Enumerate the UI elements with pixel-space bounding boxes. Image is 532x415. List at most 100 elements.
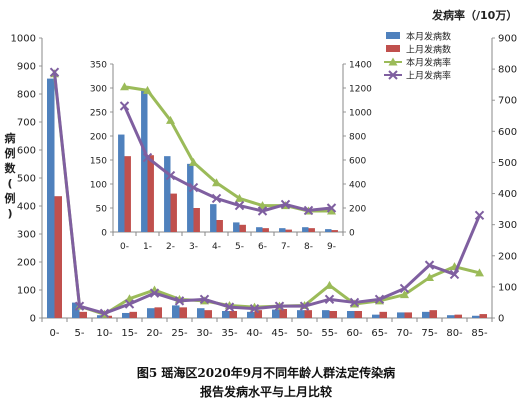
main-bar-this-month-count xyxy=(472,315,480,318)
inset-bar-last-month-count xyxy=(285,229,292,232)
y-axis-title-char: ) xyxy=(7,207,12,220)
main-y2-tick-label: 0 xyxy=(498,314,504,325)
main-x-tick-label: 20- xyxy=(146,328,163,339)
main-bar-this-month-count xyxy=(447,315,455,318)
main-point-last-month-rate xyxy=(324,294,335,305)
main-bar-this-month-count xyxy=(197,308,205,318)
inset-point-this-month-rate xyxy=(258,201,267,210)
main-x-tick-label: 15- xyxy=(121,328,138,339)
inset-point-this-month-rate xyxy=(120,82,129,91)
main-y-tick-label: 1000 xyxy=(11,34,36,45)
main-y2-tick-label: 300 xyxy=(498,220,517,231)
main-bar-last-month-count xyxy=(179,307,187,318)
main-point-this-month-rate xyxy=(125,294,134,303)
inset-point-last-month-rate xyxy=(257,206,268,216)
inset-y-tick-label: 0 xyxy=(101,229,107,239)
main-point-last-month-rate xyxy=(374,294,385,305)
inset-point-this-month-rate xyxy=(166,115,175,124)
inset-x-tick-label: 0- xyxy=(120,242,129,252)
inset-x-tick-label: 9- xyxy=(327,242,336,252)
main-bar-this-month-count xyxy=(372,314,380,318)
inset-chart-group: 0 50 100 150 200 250 300 350 0 200 400 600 800 1000 12… xyxy=(90,61,372,253)
main-y2-tick-label: 900 xyxy=(498,34,517,45)
main-bar-last-month-count xyxy=(279,309,287,318)
main-y2-tick-label: 800 xyxy=(498,65,517,76)
main-point-last-month-rate xyxy=(474,210,485,221)
main-x-tick-label: 5- xyxy=(75,328,85,339)
main-y2-tick-label: 500 xyxy=(498,158,517,169)
main-bar-this-month-count xyxy=(222,311,230,318)
main-y-tick-label: 400 xyxy=(17,202,36,213)
main-line-last-month-rate xyxy=(53,72,481,315)
inset-x-tick-label: 6- xyxy=(258,242,267,252)
inset-bar-this-month-count xyxy=(233,222,240,232)
main-y-tick-label: 200 xyxy=(17,258,36,269)
main-y2-tick-label: 600 xyxy=(498,127,517,138)
main-point-last-month-rate xyxy=(274,301,285,311)
main-x-tick-label: 0- xyxy=(50,328,60,339)
main-y-tick-label: 700 xyxy=(17,118,36,129)
legend-label: 本月发病数 xyxy=(406,31,451,43)
main-point-last-month-rate xyxy=(399,283,410,294)
main-y-tick-label: 100 xyxy=(17,286,36,297)
main-x-tick-label: 65- xyxy=(371,328,388,339)
inset-bar-last-month-count xyxy=(239,224,246,232)
inset-point-last-month-rate xyxy=(211,193,222,204)
main-bar-this-month-count xyxy=(272,309,280,318)
legend-label: 上月发病数 xyxy=(406,44,451,56)
inset-y-tick-label: 350 xyxy=(90,61,107,71)
main-point-last-month-rate xyxy=(99,308,110,319)
main-x-tick-label: 60- xyxy=(346,328,363,339)
inset-point-last-month-rate xyxy=(188,182,199,193)
inset-y2-tick-label: 600 xyxy=(349,157,366,167)
main-x-tick-label: 70- xyxy=(396,328,413,339)
main-bar-this-month-count xyxy=(297,310,305,318)
main-bar-this-month-count xyxy=(247,311,255,318)
main-bar-last-month-count xyxy=(429,310,437,318)
y2-axis-title: 发病率（/10万） xyxy=(431,8,517,22)
inset-y2-tick-label: 400 xyxy=(349,181,366,191)
inset-bar-last-month-count xyxy=(124,156,131,232)
main-bar-this-month-count xyxy=(47,78,55,318)
inset-point-last-month-rate xyxy=(165,170,176,181)
inset-bar-last-month-count xyxy=(170,193,177,232)
y-axis-title-char: 病 xyxy=(5,131,16,145)
inset-point-this-month-rate xyxy=(143,85,152,94)
y-axis-title-char: ( xyxy=(7,177,12,190)
main-bar-this-month-count xyxy=(322,310,330,318)
inset-x-tick-label: 4- xyxy=(212,242,221,252)
main-point-last-month-rate xyxy=(199,294,210,305)
inset-line-last-month-rate xyxy=(123,105,332,213)
main-bar-last-month-count xyxy=(229,311,237,318)
legend-label: 上月发病率 xyxy=(406,70,451,82)
legend-swatch xyxy=(386,45,400,52)
inset-bar-last-month-count xyxy=(193,208,200,232)
inset-x-tick-label: 3- xyxy=(189,242,198,252)
inset-y2-tick-label: 1400 xyxy=(349,61,372,71)
chart: 0100200300400500600700800900100001002003… xyxy=(5,8,518,340)
inset-bar-this-month-count xyxy=(164,156,171,232)
main-y-tick-label: 500 xyxy=(17,174,36,185)
inset-bar-this-month-count xyxy=(302,227,309,232)
inset-point-last-month-rate xyxy=(280,199,291,210)
inset-bar-this-month-count xyxy=(210,204,217,232)
main-y-tick-label: 300 xyxy=(17,230,36,241)
inset-point-this-month-rate xyxy=(212,178,221,187)
main-bar-this-month-count xyxy=(422,311,430,318)
legend-marker xyxy=(388,57,398,66)
inset-point-last-month-rate xyxy=(234,200,245,211)
main-chart-group: 0100200300400500600700800900100001002003… xyxy=(11,34,518,340)
main-point-this-month-rate xyxy=(425,273,434,282)
main-bar-last-month-count xyxy=(404,312,412,318)
y-axis-title-char: 数 xyxy=(5,161,17,175)
main-y-tick-label: 900 xyxy=(17,62,36,73)
inset-x-tick-label: 5- xyxy=(235,242,244,252)
main-point-this-month-rate xyxy=(325,280,334,289)
main-point-last-month-rate xyxy=(299,301,310,311)
inset-bar-this-month-count xyxy=(256,227,263,232)
main-point-last-month-rate xyxy=(424,260,435,270)
main-point-last-month-rate xyxy=(174,296,185,306)
legend-marker xyxy=(388,70,398,80)
main-x-tick-label: 75- xyxy=(421,328,438,339)
main-y2-tick-label: 400 xyxy=(498,189,517,200)
